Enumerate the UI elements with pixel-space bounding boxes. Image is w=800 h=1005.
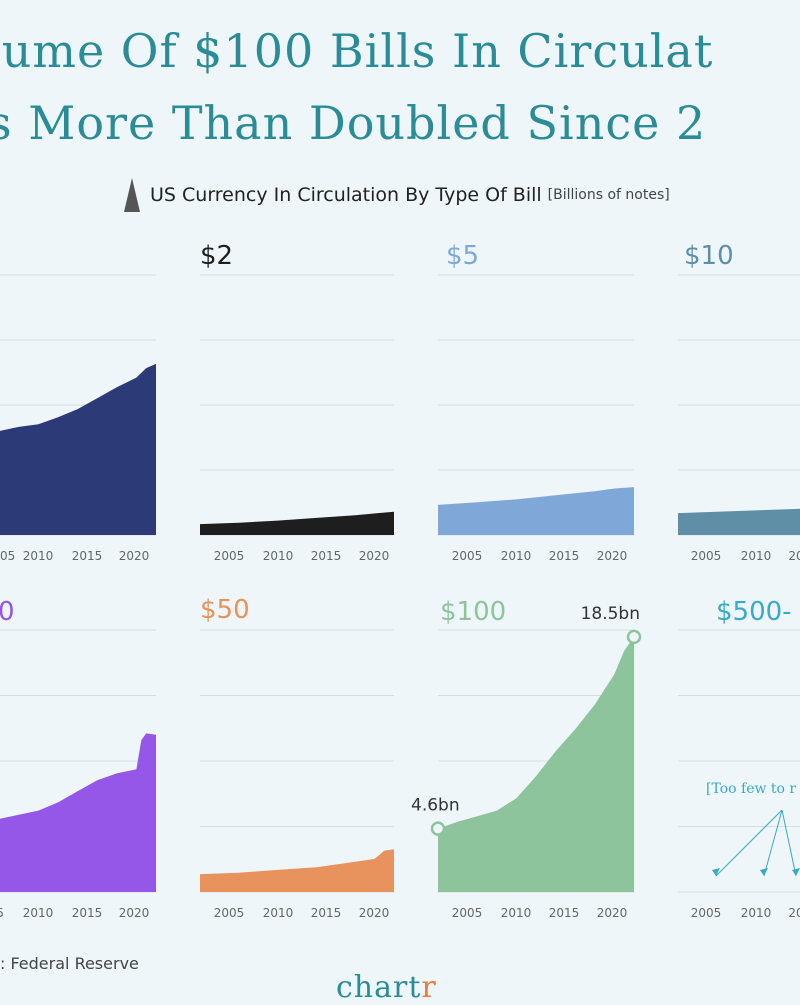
annotation-label: 18.5bn <box>581 604 640 624</box>
x-tick-label: 20 <box>788 549 800 563</box>
note-arrowhead <box>712 868 720 876</box>
chartr-logo: chartr <box>336 970 437 1005</box>
x-tick-label: 2015 <box>311 906 342 920</box>
x-tick-label: 2015 <box>549 549 580 563</box>
x-tick-label: 2010 <box>263 549 294 563</box>
note-arrow <box>715 809 783 877</box>
area-series <box>438 487 634 535</box>
panel-title: $500- <box>716 597 792 627</box>
x-tick-label: 2020 <box>359 549 390 563</box>
x-tick-label: 2015 <box>72 906 103 920</box>
note-arrowhead <box>792 868 800 876</box>
x-tick-label: 2015 <box>311 549 342 563</box>
x-tick-label: 2010 <box>741 906 772 920</box>
x-tick-label: 2005 <box>691 906 722 920</box>
area-series <box>0 733 156 892</box>
x-tick-label: 2005 <box>0 549 15 563</box>
panel-title: $2 <box>200 241 233 271</box>
x-tick-label: 2010 <box>741 549 772 563</box>
triangle-icon <box>124 178 140 212</box>
annotation-label: 4.6bn <box>411 796 460 816</box>
x-tick-label: 2005 <box>214 549 245 563</box>
annotation-marker <box>430 821 446 836</box>
annotation-marker <box>626 629 642 645</box>
note-arrow <box>781 809 797 877</box>
panel-title: $100 <box>440 597 506 627</box>
x-tick-label: 2020 <box>597 549 628 563</box>
x-tick-label: 2020 <box>359 906 390 920</box>
source-note: : Federal Reserve <box>0 954 139 973</box>
x-tick-label: 2015 <box>72 549 103 563</box>
panel-title: $5 <box>446 241 479 271</box>
panel-title: $10 <box>684 241 734 271</box>
x-tick-label: 2010 <box>23 549 54 563</box>
area-series <box>0 363 156 535</box>
x-tick-label: 2015 <box>549 906 580 920</box>
subtitle-unit: [Billions of notes] <box>547 187 670 203</box>
panel-title: 0 <box>0 597 15 627</box>
x-tick-label: 2010 <box>501 906 532 920</box>
x-tick-label: 5 <box>0 906 4 920</box>
panel-note: [Too few to r <box>706 781 796 797</box>
x-tick-label: 2005 <box>691 549 722 563</box>
x-tick-label: 2005 <box>214 906 245 920</box>
x-tick-label: 2020 <box>597 906 628 920</box>
chart-title-line-1: lume Of $100 Bills In Circulat <box>0 24 714 78</box>
x-tick-label: 2020 <box>119 549 150 563</box>
area-series <box>438 636 634 892</box>
x-tick-label: 2010 <box>23 906 54 920</box>
x-tick-label: 2010 <box>263 906 294 920</box>
x-tick-label: 20 <box>788 906 800 920</box>
note-arrow <box>763 809 783 877</box>
area-series <box>678 508 800 535</box>
x-tick-label: 2020 <box>119 906 150 920</box>
chart-subtitle: US Currency In Circulation By Type Of Bi… <box>124 178 670 212</box>
panel-title: $50 <box>200 595 250 625</box>
area-series <box>200 849 394 892</box>
x-tick-label: 2005 <box>452 906 483 920</box>
x-tick-label: 2010 <box>501 549 532 563</box>
chart-title-line-2: s More Than Doubled Since 2 <box>0 96 707 150</box>
area-series <box>200 511 394 535</box>
subtitle-text: US Currency In Circulation By Type Of Bi… <box>150 184 542 206</box>
note-arrowhead <box>760 868 768 876</box>
x-tick-label: 2005 <box>452 549 483 563</box>
